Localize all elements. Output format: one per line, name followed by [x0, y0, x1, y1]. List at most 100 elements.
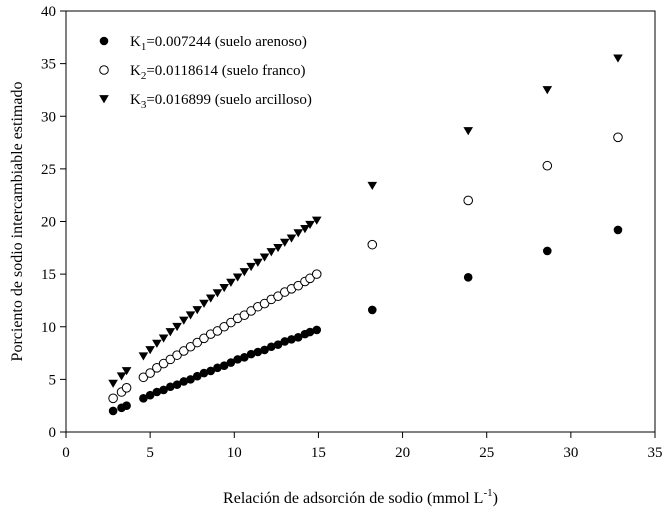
data-point	[367, 239, 378, 250]
data-point	[463, 127, 474, 136]
data-point	[542, 246, 552, 256]
data-point	[267, 342, 276, 352]
data-point	[259, 298, 270, 309]
data-point	[273, 291, 283, 302]
x-tick-label: 20	[395, 445, 410, 461]
data-point	[312, 325, 322, 335]
data-point	[305, 273, 315, 284]
y-tick-label: 25	[41, 162, 56, 178]
x-axis-label: Relación de adsorción de sodio (mmol L-1…	[223, 487, 498, 507]
data-point	[122, 401, 131, 410]
data-point	[192, 371, 202, 381]
data-point	[287, 335, 296, 344]
x-tick-label: 30	[563, 445, 578, 461]
legend-value: =0.007244 (suelo arenoso)	[146, 34, 307, 50]
data-point	[286, 234, 297, 243]
data-point	[279, 238, 290, 247]
data-point	[199, 368, 209, 378]
legend-label-2: K2=0.0118614 (suelo franco)	[130, 63, 305, 82]
y-tick-label: 5	[49, 372, 57, 388]
data-point	[613, 132, 623, 143]
legend: K1=0.007244 (suelo arenoso) K2=0.0118614 …	[99, 34, 312, 111]
data-point	[253, 347, 263, 357]
y-axis-label: Porciento de sodio intercambiable estima…	[9, 82, 26, 362]
data-point	[172, 380, 182, 389]
data-point	[305, 220, 315, 229]
y-tick-label: 30	[41, 109, 56, 125]
data-point	[300, 225, 310, 234]
y-tick-label: 10	[41, 320, 56, 336]
data-point	[205, 294, 216, 303]
data-point	[212, 289, 223, 298]
legend-label-1: K1=0.007244 (suelo arenoso)	[130, 34, 307, 53]
data-point	[199, 299, 209, 308]
data-point	[226, 317, 236, 328]
y-tick-label: 20	[41, 215, 56, 231]
legend-marker-3	[99, 95, 109, 104]
data-point	[542, 160, 553, 171]
data-point	[613, 54, 623, 63]
data-point	[240, 352, 249, 362]
x-tick-label: 25	[479, 445, 494, 461]
data-point	[179, 377, 189, 386]
data-point	[305, 327, 315, 337]
data-point	[280, 337, 290, 346]
y-tick-label: 35	[41, 57, 56, 73]
data-point	[199, 333, 209, 344]
data-point	[145, 390, 155, 400]
data-point	[260, 345, 269, 355]
y-axis-ticks: 0 5 10 15 20 25 30 35 40	[41, 4, 66, 441]
data-point	[165, 354, 176, 365]
data-point	[293, 332, 303, 342]
data-point	[121, 367, 132, 376]
legend-value: =0.016899 (suelo arcilloso)	[146, 92, 312, 108]
x-tick-label: 35	[648, 445, 663, 461]
data-point	[259, 253, 270, 262]
data-point	[145, 368, 155, 378]
data-point	[192, 337, 203, 348]
data-point	[613, 225, 623, 235]
legend-marker-1	[99, 36, 109, 46]
data-point	[179, 316, 189, 325]
data-point	[219, 361, 229, 370]
data-point	[108, 393, 118, 404]
data-point	[172, 322, 182, 332]
data-point	[213, 363, 222, 373]
data-point	[152, 362, 162, 373]
x-tick-label: 5	[146, 445, 154, 461]
legend-label-3: K3=0.016899 (suelo arcilloso)	[130, 92, 312, 111]
data-point	[138, 352, 149, 361]
y-tick-label: 0	[49, 425, 57, 441]
data-point	[226, 278, 236, 287]
data-point	[152, 387, 162, 397]
data-point	[311, 216, 322, 225]
data-point	[185, 311, 196, 320]
data-point	[158, 358, 169, 369]
data-point	[192, 306, 203, 315]
data-point	[253, 258, 263, 267]
data-point	[121, 382, 132, 393]
legend-marker-2	[99, 65, 109, 75]
series-3-points	[108, 54, 623, 388]
legend-subscript: 2	[141, 70, 147, 82]
y-tick-label: 15	[41, 267, 56, 283]
data-point	[172, 350, 182, 360]
data-point	[542, 86, 553, 95]
data-point	[311, 269, 322, 279]
data-point	[219, 283, 229, 293]
data-point	[185, 341, 196, 352]
data-point	[273, 243, 283, 253]
data-point	[239, 268, 250, 277]
data-point	[266, 248, 277, 257]
data-point	[212, 326, 223, 336]
x-tick-label: 0	[62, 445, 70, 461]
data-point	[145, 346, 155, 355]
data-point	[463, 272, 473, 282]
data-point	[206, 366, 216, 376]
legend-k-symbol: K	[130, 92, 141, 108]
data-point	[232, 273, 243, 282]
data-point	[159, 385, 168, 395]
legend-k-symbol: K	[130, 63, 141, 79]
data-point	[367, 305, 377, 315]
data-point	[108, 379, 118, 388]
